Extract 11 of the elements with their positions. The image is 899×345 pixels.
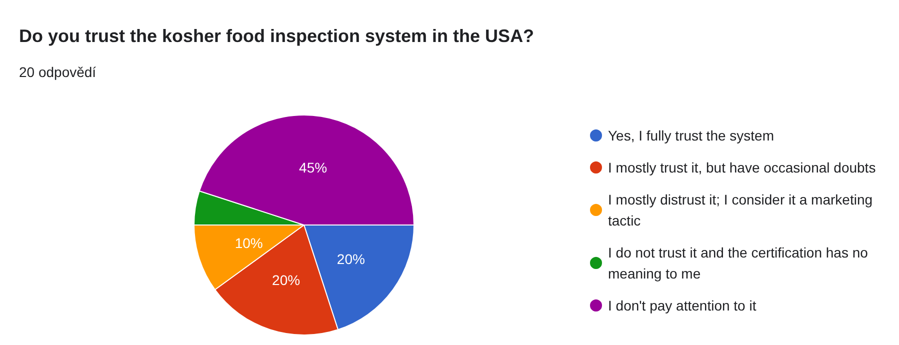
data-label: 45% — [299, 160, 328, 176]
text: 20 odpovědí — [19, 64, 96, 80]
legend-label: Yes, I fully trust the system — [608, 128, 774, 144]
data-label: 20% — [272, 272, 300, 288]
legend-label: I mostly trust it, but have occasional doubts — [608, 160, 876, 176]
data-label: 10% — [234, 234, 263, 251]
legend-label: I mostly distrust it; I consider it a marketing tactic — [608, 192, 876, 228]
legend-label: I do not trust it and the certification has no meaning to me — [608, 244, 872, 282]
data-label: 20% — [336, 251, 365, 268]
legend-label: I don't pay attention to it — [608, 298, 756, 314]
chart-title: Do you trust the kosher food inspection system in the USA? — [19, 26, 534, 46]
